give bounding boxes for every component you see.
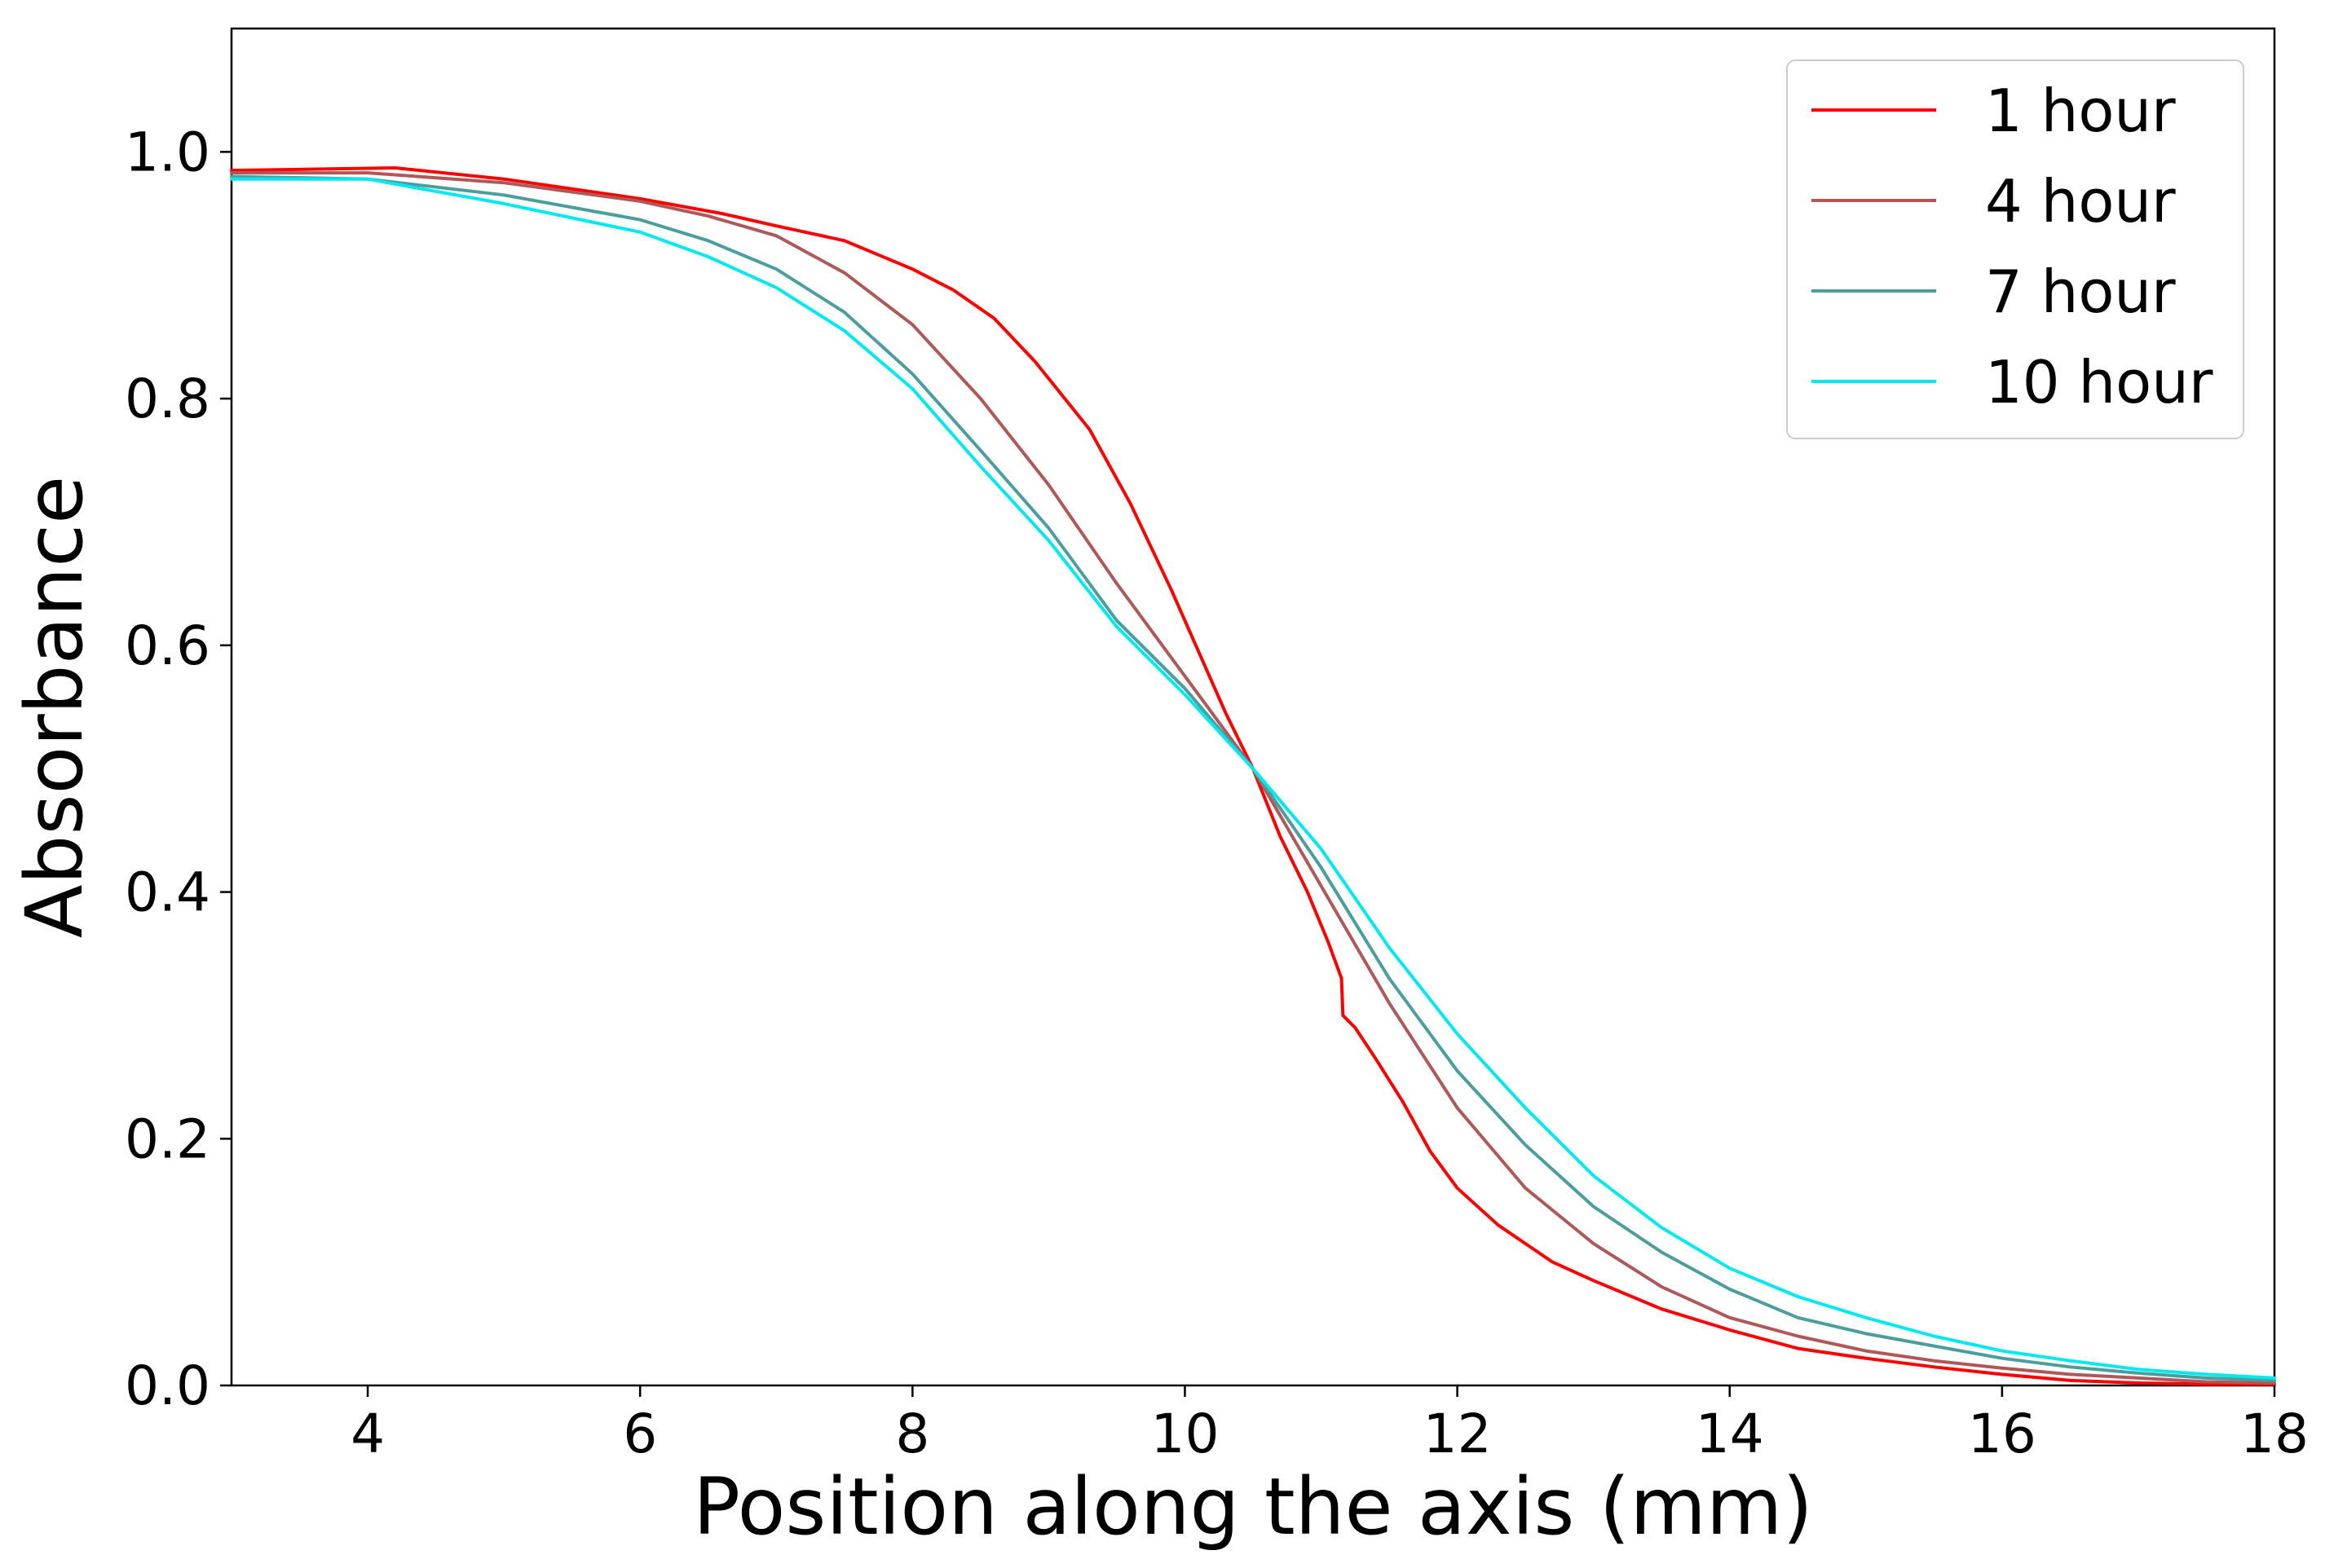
y-tick-label: 0.6 [125,614,210,677]
series-line-2 [230,174,2276,1382]
x-tick-label: 8 [895,1403,929,1465]
y-tick-label: 0.0 [125,1354,210,1417]
x-tick-label: 14 [1696,1403,1764,1465]
series-line-1 [230,171,2276,1385]
series-line-3 [230,177,2276,1380]
x-tick-label: 4 [351,1403,385,1465]
series-lines [230,166,2276,1386]
x-tick-label: 10 [1150,1403,1219,1465]
y-axis-label: Absorbance [9,476,100,938]
legend-label: 1 hour [1985,77,2176,145]
x-tick-label: 16 [1968,1403,2036,1465]
x-tick-label: 6 [623,1403,657,1465]
y-tick-label: 1.0 [125,121,210,183]
x-axis-ticks: 4 6 8 10 12 14 16 18 [351,1385,2309,1465]
x-tick-label: 12 [1423,1403,1492,1465]
y-axis-ticks: 0.0 0.2 0.4 0.6 0.8 1.0 [125,121,232,1417]
series-line-0 [230,166,2276,1386]
x-tick-label: 18 [2240,1403,2309,1465]
x-axis-label: Position along the axis (mm) [693,1461,1813,1553]
y-tick-label: 0.4 [125,861,210,924]
legend-box [1786,59,2244,439]
legend-label: 10 hour [1985,348,2213,416]
legend-label: 7 hour [1985,258,2176,326]
legend: 1 hour 4 hour 7 hour 10 hour [1786,59,2244,439]
y-tick-label: 0.8 [125,368,210,430]
legend-label: 4 hour [1985,167,2176,236]
y-tick-label: 0.2 [125,1108,210,1170]
